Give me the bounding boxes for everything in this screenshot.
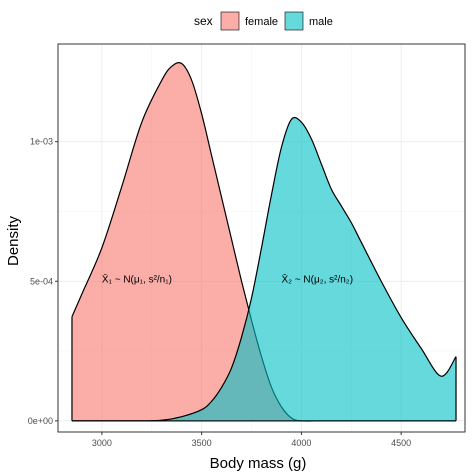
density-areas [71,62,457,422]
annotation-2: X̄₂ ~ N(μ₂, s²/n₂) [281,273,353,286]
legend-label-female: female [245,16,278,28]
annotation-1: X̄₁ ~ N(μ₁, s²/n₁) [102,273,172,286]
x-tick-label: 4000 [291,438,311,448]
y-tick-label: 0e+00 [28,416,53,426]
y-axis-title: Density [5,215,22,266]
x-axis-title: Body mass (g) [210,455,307,472]
legend-key-female [220,11,240,31]
y-tick-label: 1e-03 [30,137,53,147]
legend-key-male [284,11,304,31]
legend-title: sex [194,14,213,28]
x-tick-label: 3500 [192,438,212,448]
density-area-male [71,117,457,421]
annotations: X̄₁ ~ N(μ₁, s²/n₁) X̄₂ ~ N(μ₂, s²/n₂) [102,273,353,286]
legend-label-male: male [309,16,333,28]
y-axis: 0e+00 5e-04 1e-03 [28,137,58,426]
x-axis: 3000 3500 4000 4500 [92,432,411,448]
y-tick-label: 5e-04 [30,276,53,286]
x-tick-label: 4500 [391,438,411,448]
legend: sex female male [194,11,333,31]
plot-border [57,43,466,433]
density-area-female [71,62,457,422]
x-tick-label: 3000 [92,438,112,448]
